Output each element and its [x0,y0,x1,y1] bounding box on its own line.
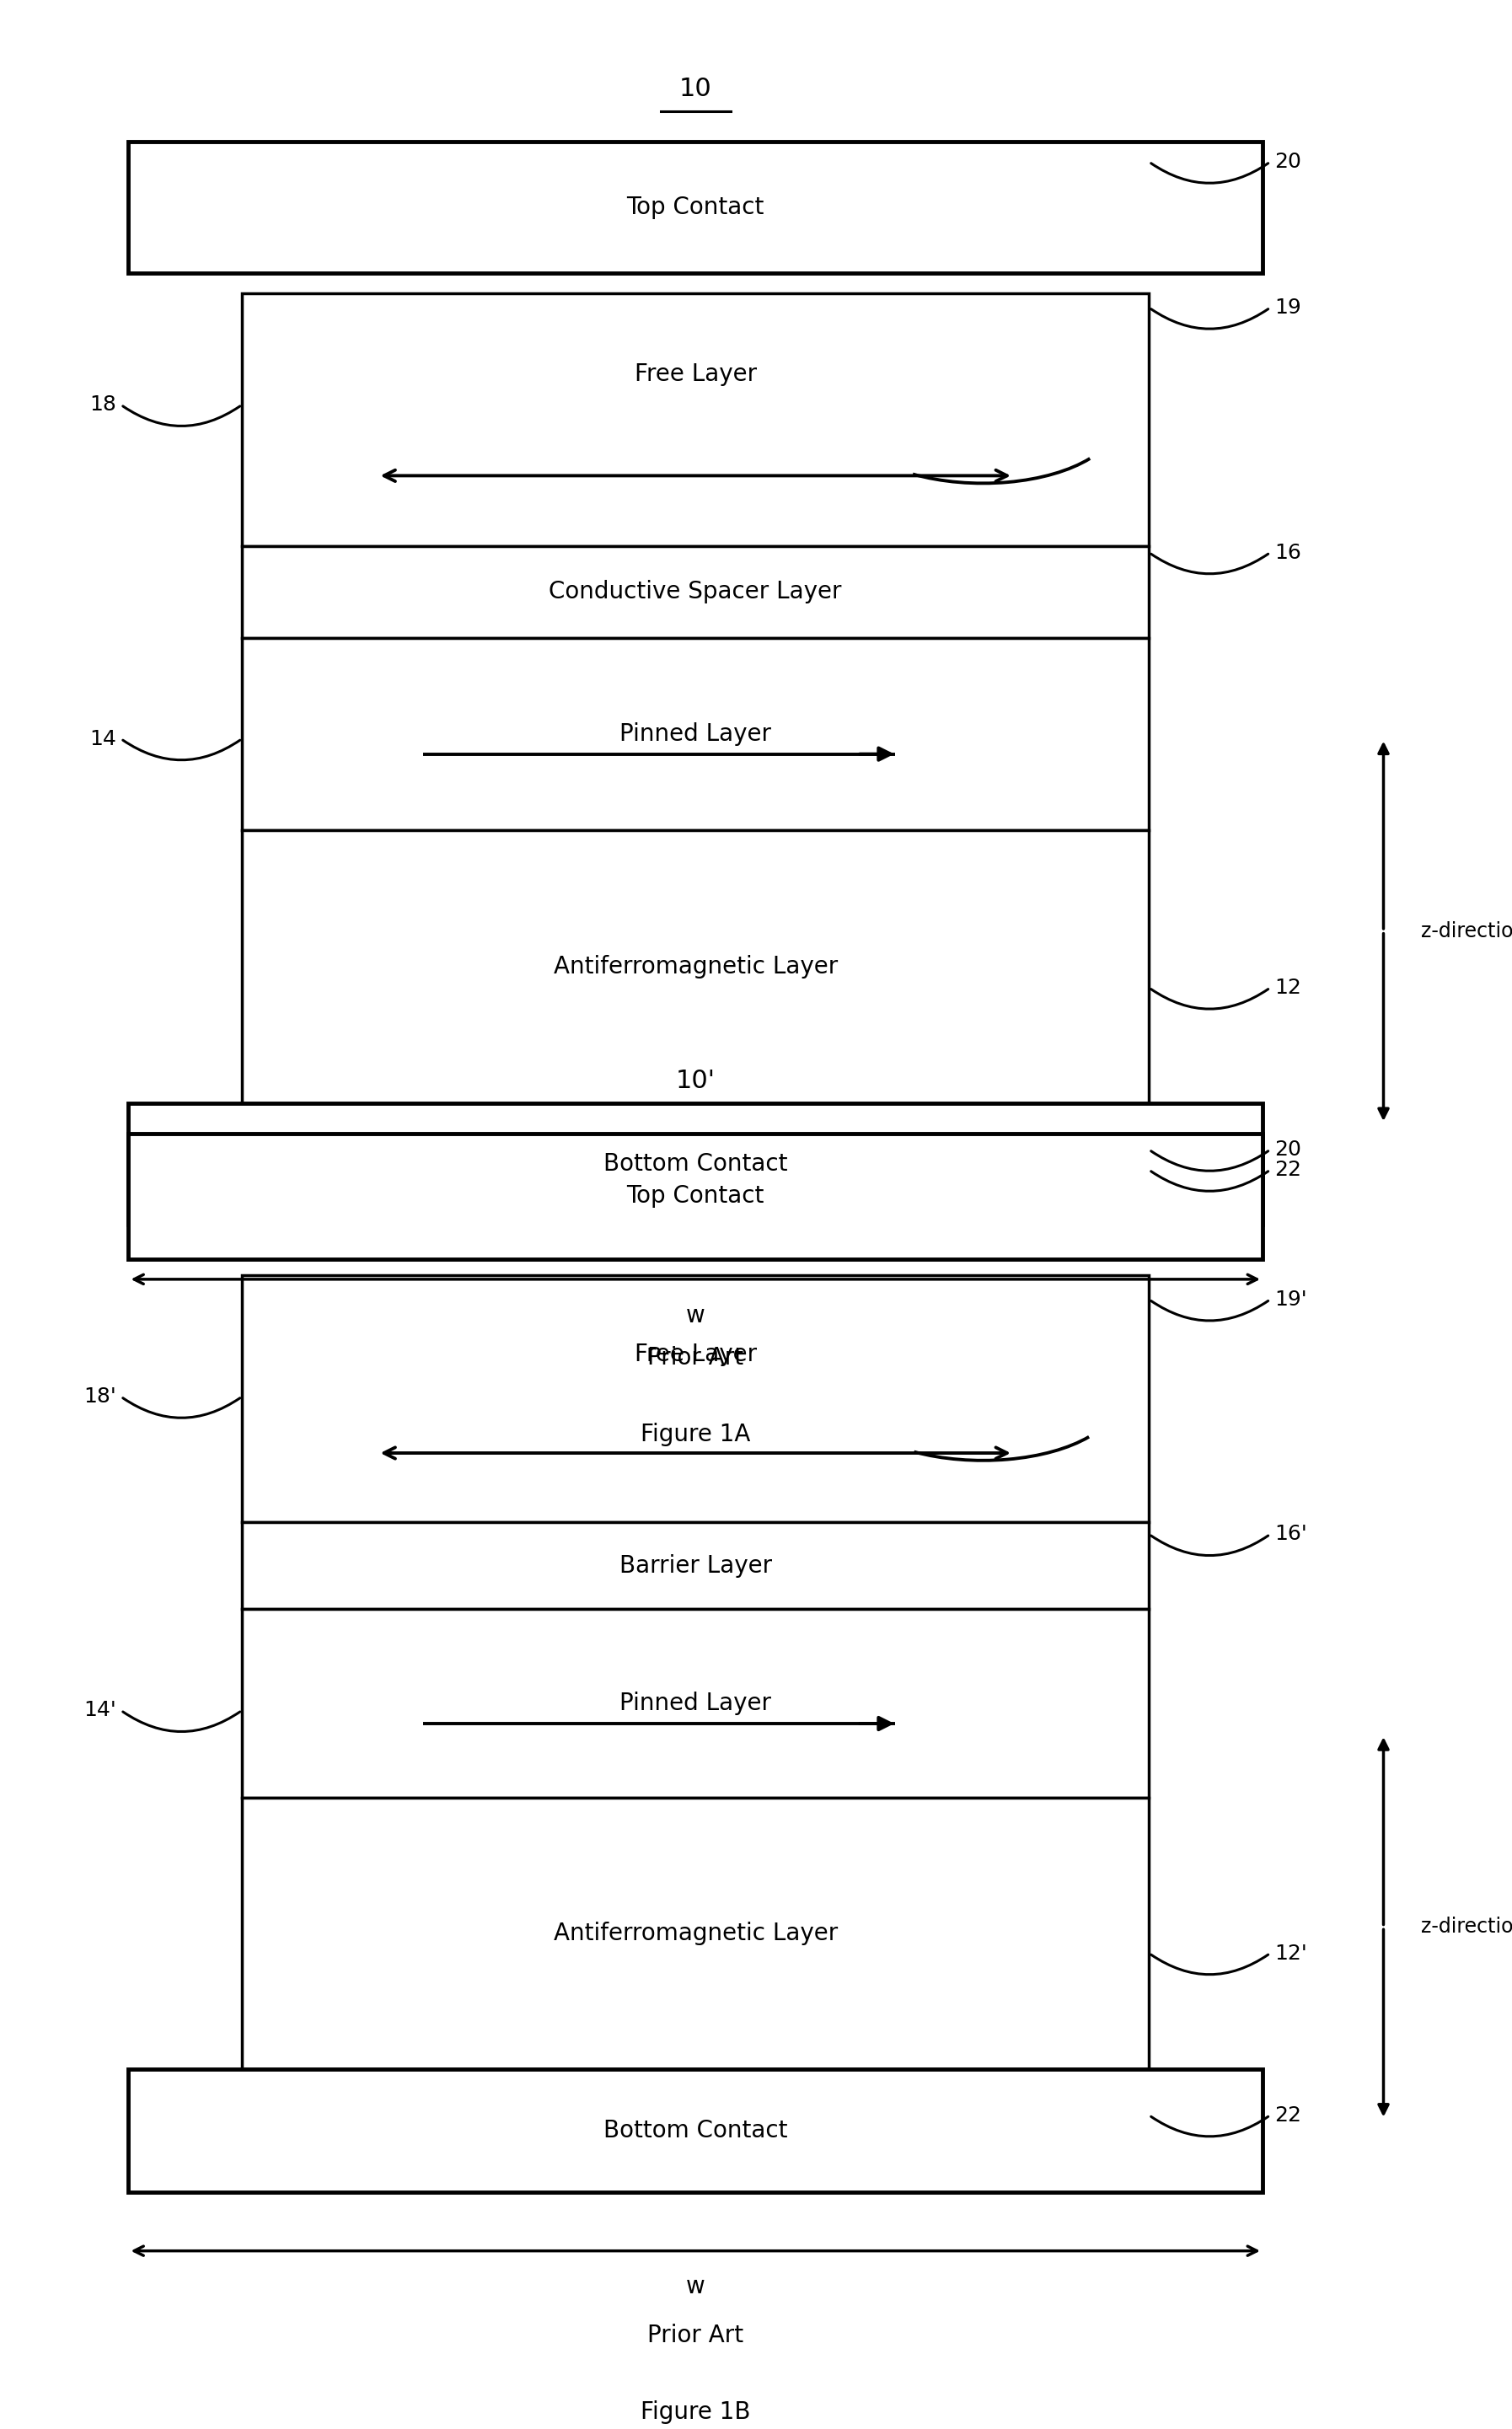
Text: 20: 20 [1275,1139,1302,1159]
Text: z-direction: z-direction [1421,921,1512,940]
Text: 14: 14 [89,729,116,748]
Bar [242,1797,1149,2070]
Text: Conductive Spacer Layer: Conductive Spacer Layer [549,581,842,605]
Bar [129,1134,1263,1258]
Bar [129,141,1263,272]
Text: 18': 18' [83,1387,116,1406]
Bar [242,294,1149,547]
Text: 22: 22 [1275,1161,1302,1180]
Text: z-direction: z-direction [1421,1916,1512,1936]
Text: Free Layer: Free Layer [635,1343,756,1365]
Text: Top Contact: Top Contact [626,197,765,219]
Text: Bottom Contact: Bottom Contact [603,2118,788,2142]
Bar [129,2070,1263,2191]
Text: Free Layer: Free Layer [635,362,756,386]
Text: 14': 14' [83,1700,116,1720]
Text: Barrier Layer: Barrier Layer [620,1555,771,1576]
Bar [242,831,1149,1103]
Bar [242,1608,1149,1797]
Text: 19: 19 [1275,299,1302,318]
Text: 16: 16 [1275,542,1302,564]
Text: Figure 1A: Figure 1A [641,1423,750,1448]
Text: 18: 18 [89,396,116,415]
Bar [242,1275,1149,1523]
Text: Top Contact: Top Contact [626,1185,765,1207]
Bar [242,547,1149,636]
Text: 12: 12 [1275,979,1302,998]
Text: Antiferromagnetic Layer: Antiferromagnetic Layer [553,955,838,979]
Text: Prior Art: Prior Art [647,2325,744,2346]
Bar [242,1523,1149,1608]
Text: w: w [686,1304,705,1326]
Text: 22: 22 [1275,2106,1302,2125]
Text: w: w [686,2276,705,2298]
Text: Antiferromagnetic Layer: Antiferromagnetic Layer [553,1921,838,1946]
Text: 10: 10 [679,78,712,102]
Text: Figure 1B: Figure 1B [641,2400,750,2424]
Text: Prior Art: Prior Art [647,1346,744,1370]
Text: Pinned Layer: Pinned Layer [620,721,771,746]
Bar [129,1103,1263,1224]
Text: 20: 20 [1275,153,1302,172]
Bar [242,636,1149,831]
Text: 16': 16' [1275,1525,1308,1545]
Text: 12': 12' [1275,1943,1308,1963]
Text: Pinned Layer: Pinned Layer [620,1691,771,1715]
Text: Bottom Contact: Bottom Contact [603,1151,788,1176]
Text: 19': 19' [1275,1290,1308,1309]
Text: 10': 10' [676,1069,715,1093]
